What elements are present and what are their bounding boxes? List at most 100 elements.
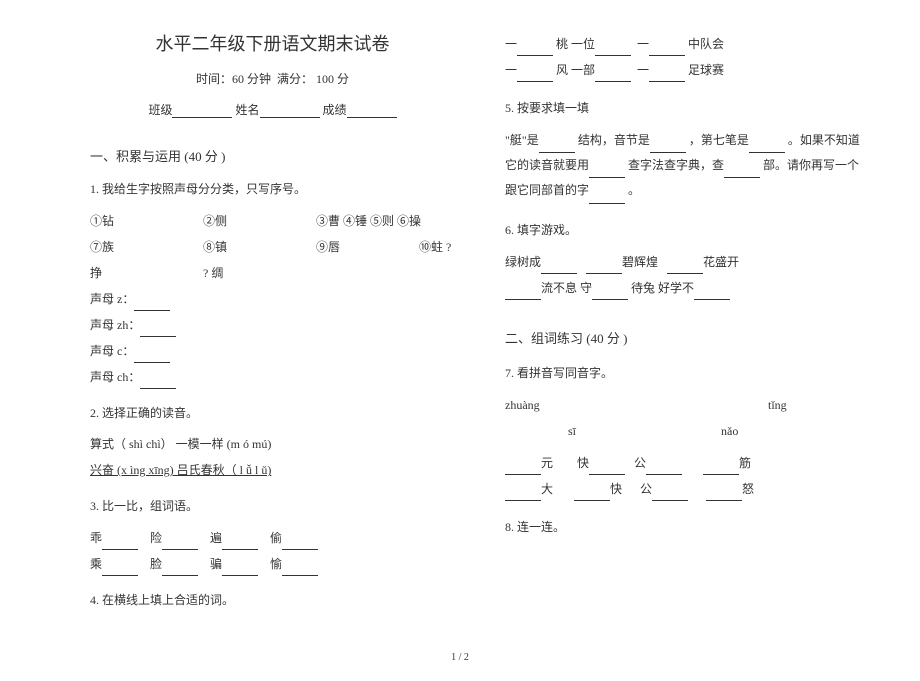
blank [222,562,258,576]
score-value: 100 分 [316,72,349,86]
q1-zh-label: 声母 zh： [90,318,140,332]
exam-title: 水平二年级下册语文期末试卷 [90,30,455,56]
blank [592,286,628,300]
q1-zh-row: 声母 zh： [90,313,455,337]
blank [505,461,541,475]
blank [589,164,625,178]
blank [706,487,742,501]
class-blank [172,104,232,118]
q6-c: 花盛开 [703,255,739,269]
q7-p4: nǎo [721,424,738,438]
q7-w3: 公 [634,456,646,470]
blank [282,536,318,550]
q4-text: 4. 在横线上填上合适的词。 [90,590,455,612]
blank [517,42,553,56]
blank [222,536,258,550]
q7-pinyin-row2: sī nǎo [505,419,870,443]
r2b: 风 一部 [556,63,595,77]
time-label: 时间： [196,72,232,86]
q5-t2: 结构，音节是 [578,133,650,147]
q1-z-row: 声母 z： [90,287,455,311]
q2-line2: 兴奋 (x ìng xīng) 吕氏春秋（ l ǚ l ǔ) [90,458,455,482]
q4-row1: 一 桃 一位 一 中队会 [505,32,870,56]
q1-c-row: 声母 c： [90,339,455,363]
blank [505,286,541,300]
q5-t1: "艇"是 [505,133,539,147]
grade-label: 成绩 [323,103,347,117]
q1-c-blank [134,349,170,363]
q3-a1: 乖 [90,531,102,545]
q7-w7: 公 [640,482,652,496]
q7-p2: tǐng [768,398,787,412]
q5-t5: 查字法查字典，查 [628,158,724,172]
r2a: 一 [505,63,517,77]
q1-char-10: ⑩蛀 ? [419,240,451,254]
page-footer: 1 / 2 [0,652,920,663]
q7-pinyin-row1: zhuàng tǐng [505,393,870,417]
r1c: 一 [637,37,649,51]
blank [649,68,685,82]
q1-char-11: 挣 [90,261,200,285]
section-a-heading: 一、积累与运用 (40 分 ) [90,146,455,165]
q7-w2: 快 [577,456,589,470]
q6-row2: 流不息 守 待兔 好学不 [505,276,870,300]
q6-row1: 绿树成 碧辉煌 花盛开 [505,250,870,274]
blank [749,139,785,153]
r1b: 桃 一位 [556,37,595,51]
q1-ch-row: 声母 ch： [90,365,455,389]
q6-a: 绿树成 [505,255,541,269]
q7-w1: 元 [541,456,553,470]
q5-t7: 。 [628,183,640,197]
r1d: 中队会 [688,37,724,51]
blank [646,461,682,475]
q3-b1: 乘 [90,557,102,571]
q1-ch-blank [140,375,176,389]
blank [652,487,688,501]
blank [505,487,541,501]
q3-a3: 遍 [210,531,222,545]
score-label: 满分： [277,72,313,86]
q7-words-row1: 元 快 公 筋 [505,451,870,475]
q7-p1: zhuàng [505,393,765,417]
q1-zh-blank [140,323,176,337]
q5-t3: ，第七笔是 [689,133,749,147]
q3-a2: 险 [150,531,162,545]
blank [694,286,730,300]
q7-text: 7. 看拼音写同音字。 [505,361,870,385]
blank [541,260,577,274]
name-label: 姓名 [235,103,259,117]
q1-ch-label: 声母 ch： [90,370,140,384]
q1-c-label: 声母 c： [90,344,134,358]
blank [102,536,138,550]
q1-char-12: ? 绸 [203,266,223,280]
q3-b3: 骗 [210,557,222,571]
q7-w6: 快 [610,482,622,496]
q1-chars-row2: ⑦族 ⑧镇 ⑨唇 ⑩蛀 ? [90,235,455,259]
blank [667,260,703,274]
blank [589,190,625,204]
q7-w4: 筋 [739,456,751,470]
q5-text: 5. 按要求填一填 [505,96,870,120]
blank [595,42,631,56]
q8-text: 8. 连一连。 [505,515,870,539]
q1-char-9: ⑨唇 [316,235,416,259]
r2d: 足球赛 [688,63,724,77]
blank [574,487,610,501]
blank [162,562,198,576]
blank [162,536,198,550]
q1-chars-row: ①钻 ②侧 ③曹 ④锤 ⑤则 ⑥操 [90,209,455,233]
blank [282,562,318,576]
blank [595,68,631,82]
name-blank [260,104,320,118]
q1-z-label: 声母 z： [90,292,134,306]
q1-chars-row3: 挣 ? 绸 [90,261,455,285]
q6-b: 碧辉煌 [622,255,658,269]
blank [703,461,739,475]
q7-w8: 怒 [742,482,754,496]
r2c: 一 [637,63,649,77]
q1-char-1: ①钻 [90,209,200,233]
blank [589,461,625,475]
blank [724,164,760,178]
q1-text: 1. 我给生字按照声母分分类，只写序号。 [90,179,455,201]
q6-text: 6. 填字游戏。 [505,218,870,242]
